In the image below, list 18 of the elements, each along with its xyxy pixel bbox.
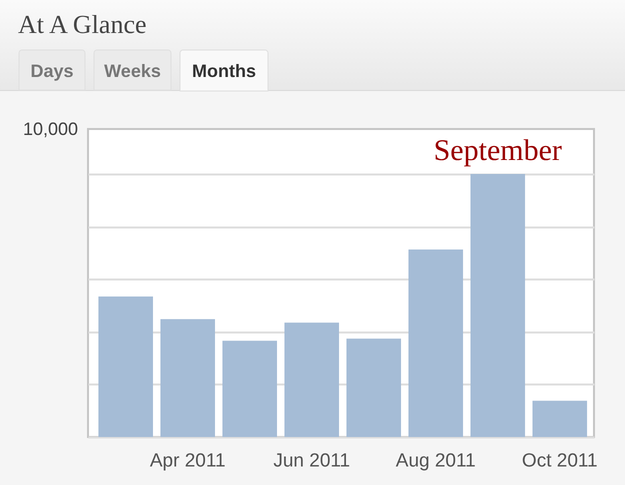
text: Weeks (104, 61, 161, 81)
bar (470, 174, 526, 437)
x-tick-label: Apr 2011 (150, 450, 226, 472)
text: 10,000 (22, 119, 78, 139)
bar (222, 340, 278, 437)
text: Months (192, 61, 256, 81)
bar (408, 249, 464, 437)
bar (284, 322, 340, 437)
x-tick-label: Oct 2011 (522, 450, 598, 472)
text: September (434, 134, 562, 167)
bar (346, 338, 402, 437)
chart-title: At A Glance (18, 10, 147, 39)
bar (98, 296, 153, 437)
x-tick-label: Jun 2011 (273, 450, 350, 472)
x-tick-label: Aug 2011 (396, 450, 476, 472)
bar (160, 319, 215, 437)
bar (532, 400, 588, 437)
text: Days (30, 61, 74, 81)
